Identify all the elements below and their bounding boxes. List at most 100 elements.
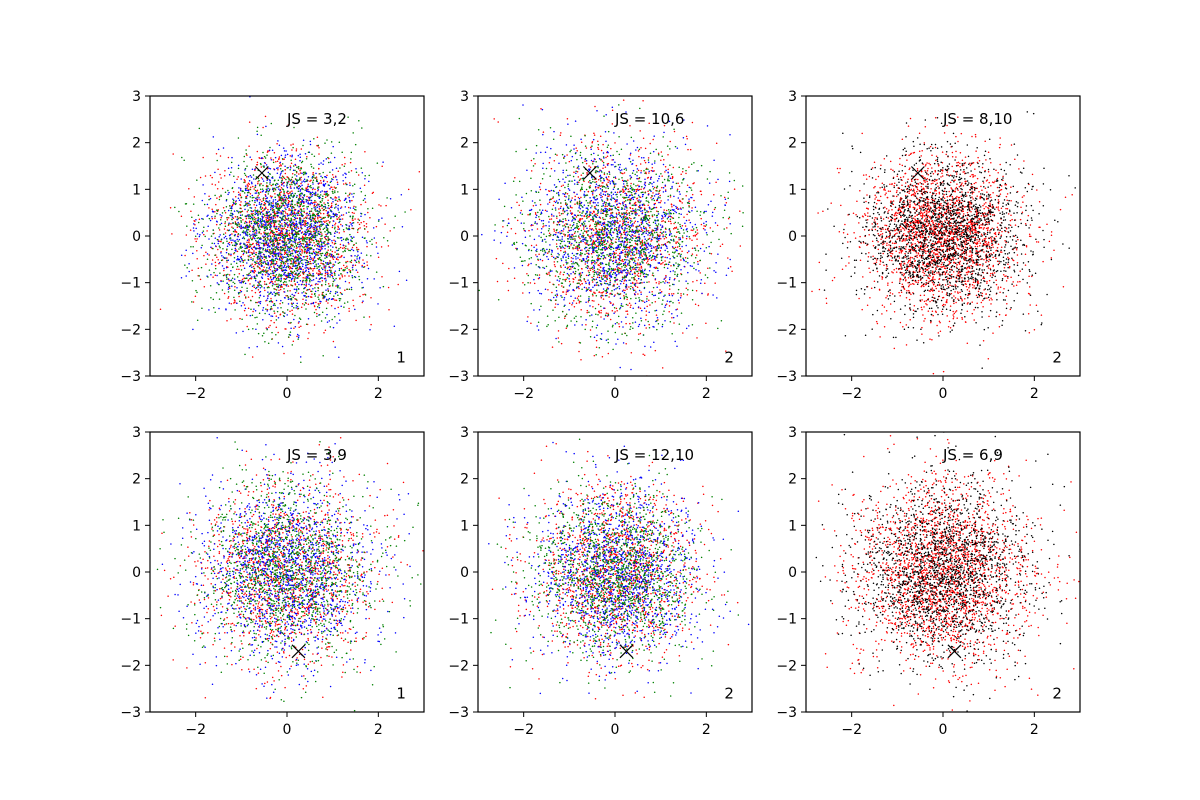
scatter-point — [294, 173, 296, 176]
scatter-point — [312, 167, 315, 169]
scatter-point — [230, 161, 233, 164]
scatter-point — [279, 204, 281, 207]
scatter-point — [336, 179, 338, 181]
scatter-point — [276, 167, 278, 169]
scatter-point — [324, 142, 326, 144]
scatter-point — [244, 259, 246, 261]
scatter-point — [268, 218, 270, 221]
scatter-point — [257, 258, 259, 261]
scatter-point — [262, 199, 265, 202]
scatter-point — [255, 234, 258, 237]
scatter-point — [254, 189, 257, 192]
scatter-point — [236, 238, 238, 241]
scatter-point — [294, 255, 297, 257]
scatter-point — [616, 283, 619, 285]
scatter-point — [230, 239, 232, 241]
scatter-point — [286, 176, 288, 178]
scatter-point — [290, 278, 293, 281]
scatter-point — [228, 243, 231, 246]
y-tick-label: 3 — [132, 89, 141, 105]
scatter-point — [306, 195, 308, 198]
scatter-point — [310, 237, 313, 240]
scatter-point — [293, 279, 296, 281]
scatter-point — [565, 291, 568, 293]
scatter-point — [313, 204, 316, 207]
scatter-point — [251, 197, 254, 199]
scatter-point — [270, 184, 273, 187]
scatter-point — [268, 189, 271, 192]
scatter-point — [275, 334, 277, 336]
scatter-point — [405, 279, 408, 281]
scatter-point — [200, 246, 203, 249]
scatter-point — [286, 314, 288, 316]
scatter-point — [309, 180, 311, 183]
scatter-point — [326, 212, 329, 214]
scatter-point — [637, 275, 640, 277]
scatter-point — [267, 243, 270, 245]
scatter-point — [300, 161, 303, 164]
scatter-point — [371, 207, 374, 210]
scatter-point — [366, 261, 368, 263]
scatter-point — [254, 220, 257, 222]
scatter-point — [366, 242, 368, 244]
scatter-point — [159, 308, 162, 311]
scatter-point — [688, 200, 690, 202]
scatter-point — [660, 159, 662, 161]
scatter-point — [215, 292, 218, 294]
scatter-point — [302, 201, 304, 203]
scatter-point — [282, 204, 285, 207]
scatter-point — [591, 244, 593, 247]
scatter-point — [267, 220, 270, 223]
scatter-point — [302, 144, 304, 147]
scatter-point — [249, 245, 252, 247]
y-tick-label: −3 — [120, 369, 141, 385]
scatter-point — [404, 211, 406, 213]
scatter-point — [256, 161, 259, 164]
scatter-point — [281, 258, 283, 260]
scatter-point — [590, 252, 593, 255]
scatter-point — [251, 285, 254, 287]
scatter-point — [227, 167, 230, 170]
scatter-point — [252, 217, 254, 220]
scatter-point — [226, 319, 228, 322]
scatter-point — [282, 213, 284, 215]
scatter-point — [237, 210, 239, 213]
scatter-point — [308, 196, 310, 199]
scatter-point — [286, 275, 288, 277]
scatter-point — [288, 234, 291, 237]
scatter-point — [309, 267, 312, 270]
scatter-point — [267, 275, 269, 277]
scatter-point — [338, 211, 340, 214]
scatter-point — [329, 245, 332, 247]
scatter-point — [214, 264, 217, 267]
scatter-point — [326, 139, 328, 141]
scatter-point — [281, 163, 284, 165]
scatter-point — [269, 228, 271, 231]
scatter-point — [648, 221, 650, 224]
scatter-point — [259, 191, 262, 194]
scatter-point — [324, 269, 326, 271]
scatter-point — [296, 204, 299, 207]
scatter-point — [386, 197, 388, 199]
scatter-point — [418, 170, 421, 173]
scatter-point — [266, 197, 269, 199]
scatter-point — [337, 306, 339, 309]
scatter-point — [255, 197, 257, 200]
scatter-point — [266, 270, 268, 273]
scatter-point — [371, 238, 373, 241]
scatter-point — [330, 186, 332, 188]
scatter-point — [284, 212, 287, 214]
scatter-point — [271, 252, 273, 254]
scatter-point — [264, 238, 267, 240]
scatter-point — [214, 245, 217, 247]
scatter-point — [272, 200, 274, 203]
scatter-point — [284, 274, 286, 276]
scatter-point — [314, 194, 316, 197]
scatter-point — [305, 281, 308, 284]
scatter-point — [344, 280, 347, 283]
scatter-point — [244, 189, 247, 192]
scatter-point — [275, 279, 277, 281]
scatter-point — [290, 239, 293, 242]
scatter-point — [575, 147, 577, 149]
scatter-point — [262, 165, 265, 167]
